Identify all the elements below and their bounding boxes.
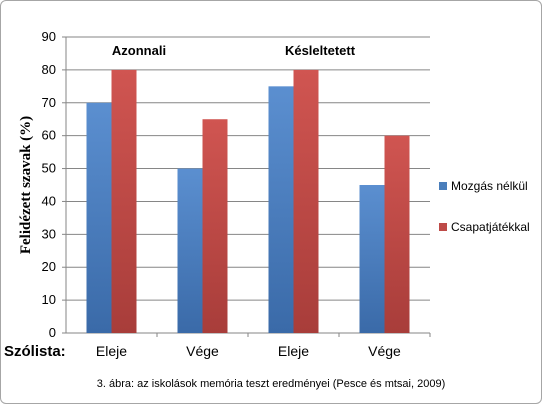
legend-label-mozgas-nelkul: Mozgás nélkül [451,179,528,193]
x-category-label: Vége [186,343,219,359]
y-tick-label: 10 [42,292,56,307]
bar-csapatjatekkal-2 [293,69,319,333]
y-tick-label: 40 [42,193,56,208]
y-tick-label: 70 [42,95,56,110]
y-tick-label: 80 [42,62,56,77]
bars [86,69,410,334]
y-tick-label: 60 [42,128,56,143]
figure-caption: 3. ábra: az iskolások memória teszt ered… [97,378,445,390]
legend-swatch-mozgas-nelkul [439,182,447,190]
bar-csapatjatekkal-1 [202,119,228,333]
legend: Mozgás nélkül Csapatjátékkal [439,179,530,234]
group-label-kesleltetett: Késleltetett [285,43,356,58]
x-category-label: Eleje [278,343,309,359]
y-axis-title: Felidézett szavak (%) [18,116,34,254]
y-tick-label: 0 [49,325,56,340]
y-tick-labels: 0 10 20 30 40 50 60 70 80 90 [42,29,66,340]
bar-mozgas-nelkul-3 [359,185,385,333]
bar-mozgas-nelkul-2 [268,86,294,333]
y-tick-label: 30 [42,226,56,241]
group-label-azonnali: Azonnali [112,43,166,58]
y-tick-label: 20 [42,259,56,274]
legend-swatch-csapatjatekkal [439,223,447,231]
bar-csapatjatekkal-0 [111,69,137,333]
x-category-label: Vége [368,343,401,359]
y-tick-label: 90 [42,29,56,44]
row-label-szolista: Szólista: [4,343,66,360]
bar-csapatjatekkal-3 [384,135,410,333]
x-category-label: Eleje [96,343,127,359]
bar-mozgas-nelkul-1 [177,168,203,333]
y-tick-label: 50 [42,161,56,176]
bar-mozgas-nelkul-0 [86,102,112,334]
legend-label-csapatjatekkal: Csapatjátékkal [451,220,530,234]
x-category-labels: Eleje Vége Eleje Vége [96,333,431,359]
